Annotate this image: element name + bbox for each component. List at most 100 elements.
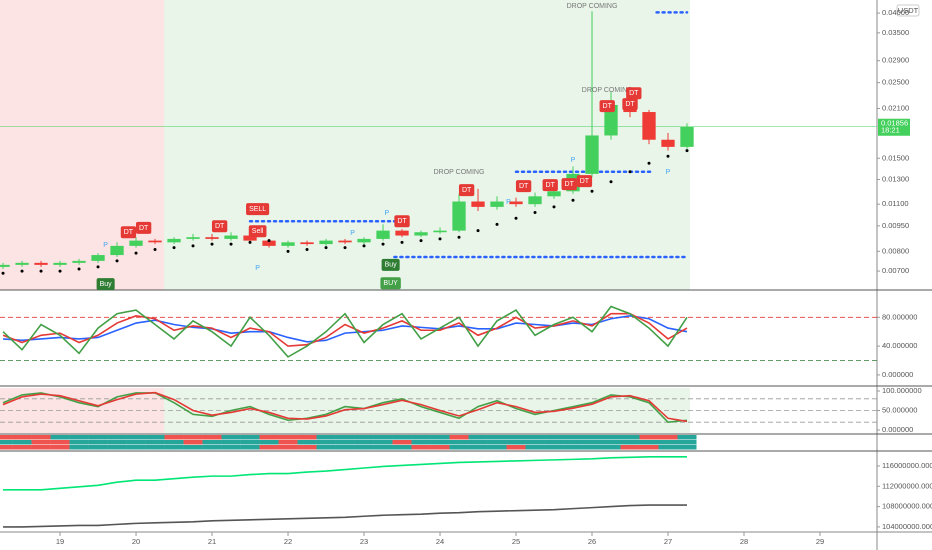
last-price: 0.01856 [881, 119, 908, 128]
signal-label: P [571, 157, 576, 164]
state-cell [297, 445, 317, 450]
candle-body [110, 245, 124, 256]
candle-body [528, 196, 542, 205]
state-cell [335, 440, 355, 445]
state-cell [354, 440, 374, 445]
y-tick-label: 0.01500 [882, 153, 909, 162]
state-cell [316, 440, 336, 445]
state-cell [354, 445, 374, 450]
state-cell [240, 435, 260, 440]
signal-label: P [506, 199, 511, 206]
x-tick-label: 29 [816, 537, 824, 546]
state-cell [240, 440, 260, 445]
y-tick-label: 0.000000 [882, 370, 913, 379]
state-cell [544, 445, 564, 450]
y-tick-label: 0.000000 [882, 425, 913, 434]
state-cell [31, 445, 51, 450]
state-cell [335, 435, 355, 440]
signal-label: DT [625, 101, 635, 108]
state-cell [259, 440, 279, 445]
state-cell [544, 435, 564, 440]
trail-dot [248, 240, 252, 244]
signal-label: DROP COMING [567, 3, 618, 10]
signal-box [246, 203, 270, 216]
y-tick-label: 0.02900 [882, 56, 909, 65]
state-cell [107, 435, 127, 440]
candle-body [34, 262, 48, 265]
signal-label: P [666, 169, 671, 176]
state-cell [392, 435, 412, 440]
state-cell [411, 445, 431, 450]
x-tick-label: 20 [132, 537, 140, 546]
trail-dot [362, 244, 366, 248]
candle-body [0, 264, 10, 267]
signal-label: DROP COMING [434, 169, 485, 176]
state-cell [430, 440, 450, 445]
state-cell [373, 435, 393, 440]
state-cell [449, 435, 469, 440]
state-cell [601, 435, 621, 440]
y-tick-label: 0.00700 [882, 266, 909, 275]
trail-dot [324, 246, 328, 250]
y-tick-label: 80.000000 [882, 312, 917, 321]
series-line [2, 312, 688, 347]
signal-box [599, 100, 615, 113]
state-cell [50, 435, 70, 440]
candle-body [224, 235, 238, 239]
trail-dot [457, 235, 461, 239]
trail-dot [590, 189, 594, 193]
state-cell [278, 445, 298, 450]
state-cell [240, 445, 260, 450]
trail-dot [58, 269, 62, 273]
state-cell [430, 445, 450, 450]
signal-box [561, 178, 577, 191]
series-line [2, 391, 688, 423]
signal-box [394, 215, 410, 228]
signal-label: DT [139, 225, 149, 232]
state-cell [411, 440, 431, 445]
candle-body [205, 237, 219, 239]
state-cell [430, 435, 450, 440]
state-cell [601, 445, 621, 450]
state-cell [449, 440, 469, 445]
x-tick-label: 24 [436, 537, 444, 546]
state-cell [335, 445, 355, 450]
state-cell [50, 445, 70, 450]
state-cell [31, 435, 51, 440]
state-cell [658, 435, 678, 440]
y-tick-label: 0.00800 [882, 246, 909, 255]
state-cell [468, 445, 488, 450]
candle-body [53, 262, 67, 265]
state-cell [221, 435, 241, 440]
candle-body [452, 201, 466, 231]
state-cell [183, 435, 203, 440]
countdown: 18:21 [881, 126, 900, 135]
state-cell [563, 445, 583, 450]
state-cell [278, 435, 298, 440]
candle-body [300, 242, 314, 245]
state-cell [354, 435, 374, 440]
state-cell [12, 445, 32, 450]
state-cell [525, 440, 545, 445]
y-tick-label: 0.02100 [882, 103, 909, 112]
trail-dot [96, 265, 100, 269]
last-price-box [878, 118, 910, 136]
signal-label: P [384, 210, 389, 217]
state-cell [639, 440, 659, 445]
candle-body [319, 240, 333, 245]
state-cell [164, 440, 184, 445]
y-tick-label: 0.00950 [882, 221, 909, 230]
trail-dot [267, 239, 271, 243]
signal-label: P [350, 230, 355, 237]
state-cell [544, 440, 564, 445]
y-tick-label: 0.03500 [882, 28, 909, 37]
state-cell [677, 440, 697, 445]
state-cell [677, 435, 697, 440]
candle-body [604, 104, 618, 136]
x-tick-label: 27 [664, 537, 672, 546]
signal-box [135, 221, 152, 234]
state-cell [221, 440, 241, 445]
signal-label: DT [603, 103, 613, 110]
state-cell [582, 445, 602, 450]
x-tick-label: 19 [56, 537, 64, 546]
